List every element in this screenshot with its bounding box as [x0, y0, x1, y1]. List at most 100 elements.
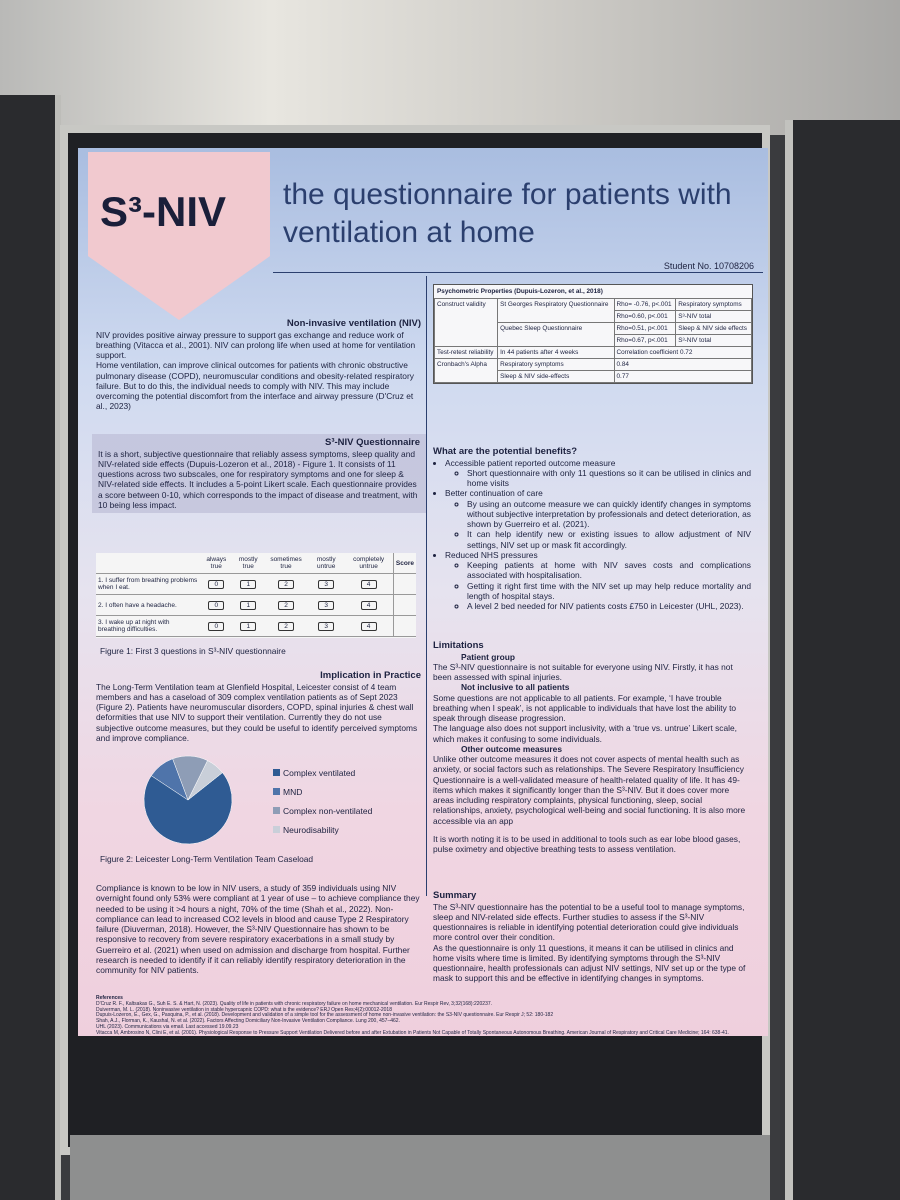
- option-box: 3: [318, 579, 335, 589]
- paragraph: NIV provides positive airway pressure to…: [96, 329, 416, 361]
- references-heading: References: [96, 995, 123, 1001]
- caption: Figure 2: Leicester Long-Term Ventilatio…: [100, 854, 314, 864]
- question: 2. I often have a headache.: [96, 594, 200, 616]
- questionnaire-section: S³-NIV Questionnaire It is a short, subj…: [92, 434, 426, 514]
- option-box: 4: [360, 579, 377, 589]
- section-heading: What are the potential benefits?: [433, 446, 578, 457]
- section-heading: Summary: [433, 890, 477, 901]
- sub-bullet: By using an outcome measure we can quick…: [467, 499, 751, 530]
- cell: 1: [232, 594, 264, 616]
- paragraph: It is a short, subjective questionnaire …: [98, 448, 418, 510]
- score-cell: [392, 615, 416, 637]
- logo-badge: [88, 152, 270, 320]
- sub-list: Short questionnaire with only 11 questio…: [445, 468, 751, 489]
- legend-swatch: [273, 826, 280, 833]
- cell: Test-retest reliability: [433, 346, 499, 359]
- paragraph: The S³-NIV questionnaire is not suitable…: [433, 661, 733, 683]
- option-box: 1: [240, 579, 257, 589]
- cell: Correlation coefficient 0.72: [613, 346, 752, 359]
- subheading: Patient group: [461, 651, 515, 662]
- legend-swatch: [273, 807, 280, 814]
- compliance-text: Compliance is known to be low in NIV use…: [96, 883, 420, 975]
- pie-slice: [143, 772, 233, 845]
- subheading: Not inclusive to all patients: [461, 682, 570, 693]
- legend-label: MND: [283, 787, 303, 797]
- summary-section: Summary The S³-NIV questionnaire has the…: [433, 890, 751, 984]
- limitations-section: Limitations Patient group The S³-NIV ques…: [433, 640, 751, 854]
- cell: Rho=0.51, p<.001: [613, 322, 677, 335]
- sub-list: Keeping patients at home with NIV saves …: [445, 560, 751, 611]
- cell: 0: [200, 594, 233, 616]
- score-cell: [392, 594, 416, 616]
- cell: 1: [232, 573, 264, 595]
- legend-entry: Complex non-ventilated: [273, 806, 372, 816]
- poster-title: the questionnaire for patients with vent…: [283, 178, 732, 249]
- option-box: 0: [208, 579, 225, 589]
- legend-entry: Neurodisability: [273, 825, 372, 835]
- question-row: 1. I suffer from breathing problems when…: [96, 573, 416, 595]
- paragraph: Unlike other outcome measures it does no…: [433, 754, 746, 826]
- poster: S³-NIV the questionnaire for patients wi…: [78, 148, 768, 1036]
- cell: Sleep & NIV side-effects: [497, 370, 615, 383]
- option-box: 3: [318, 621, 335, 631]
- sub-bullet: Getting it right first time with the NIV…: [467, 581, 751, 602]
- cell: [96, 553, 200, 574]
- question: 3. I wake up at night with breathing dif…: [96, 615, 200, 637]
- bullet-list: Accessible patient reported outcome meas…: [433, 458, 751, 612]
- paragraph: The language also does not support inclu…: [433, 723, 737, 744]
- student-number: Student No. 10708206: [663, 261, 754, 271]
- sub-bullet: Short questionnaire with only 11 questio…: [467, 468, 751, 489]
- legend-entry: MND: [273, 787, 372, 797]
- cell: Construct validity: [433, 298, 499, 347]
- option-box: 1: [240, 600, 257, 610]
- cell: 0: [200, 573, 233, 595]
- cell: S³-NIV total: [675, 310, 752, 323]
- board-base: [70, 1135, 770, 1200]
- reference: D'Cruz R. F., Kaltsakas G., Suh E. S. & …: [96, 1000, 493, 1007]
- cell: 1: [232, 615, 264, 637]
- section-heading: Limitations: [433, 640, 484, 651]
- side-board: [0, 95, 61, 1200]
- cell: Respiratory symptoms: [675, 298, 752, 311]
- legend: Complex ventilated MND Complex non-ventila…: [273, 768, 372, 844]
- paragraph: The Long-Term Ventilation team at Glenfi…: [96, 681, 418, 743]
- legend-swatch: [273, 788, 280, 795]
- cell: In 44 patients after 4 weeks: [497, 346, 615, 359]
- bullet: Reduced NHS pressuresKeeping patients at…: [445, 550, 751, 612]
- question-row: 2. I often have a headache. 0 1 2 3 4: [96, 594, 416, 616]
- side-board: [785, 120, 900, 1200]
- option-box: 4: [360, 600, 377, 610]
- paragraph: Home ventilation, can improve clinical o…: [96, 360, 414, 412]
- sub-bullet: It can help identify new or existing iss…: [467, 529, 751, 550]
- cell: Cronbach's Alpha: [433, 358, 499, 383]
- option-box: 3: [318, 600, 335, 610]
- implication-section: Implication in Practice The Long-Term Ve…: [96, 670, 421, 743]
- bullet: Accessible patient reported outcome meas…: [445, 458, 751, 489]
- legend-label: Complex ventilated: [283, 768, 356, 778]
- cell: Respiratory symptoms: [497, 358, 615, 371]
- reference: Dupuis-Lozeron, E., Gex, G., Pasquina, P…: [96, 1012, 554, 1019]
- logo: S³-NIV: [100, 188, 226, 235]
- bullet-text: Better continuation of care: [445, 488, 543, 499]
- cell: 0: [200, 615, 233, 637]
- paragraph: As the questionnaire is only 11 question…: [433, 942, 746, 984]
- cell: St Georges Respiratory Questionnaire: [497, 298, 615, 323]
- section-heading: S³-NIV Questionnaire: [324, 437, 420, 448]
- column-header: Score: [392, 553, 416, 574]
- section-heading: Implication in Practice: [320, 670, 421, 681]
- question-table: always true mostly true sometimes true most…: [96, 553, 416, 637]
- cell: Rho=0.67, p<.001: [613, 334, 677, 347]
- caption: Figure 1: First 3 questions in S³-NIV qu…: [100, 646, 286, 656]
- table: Construct validity St Georges Respiratory…: [433, 298, 752, 383]
- option-box: 0: [208, 600, 225, 610]
- header-row: always true mostly true sometimes true most…: [96, 553, 416, 574]
- cell: 3: [308, 615, 345, 637]
- psychometric-table: Psychometric Properties (Dupuis-Lozeron,…: [433, 284, 753, 384]
- column-header: always true: [200, 553, 233, 574]
- cell: 4: [344, 615, 394, 637]
- bullet-text: Accessible patient reported outcome meas…: [445, 457, 616, 468]
- cell: Rho=0.60, p<.001: [613, 310, 677, 323]
- cell: 4: [344, 573, 394, 595]
- legend-entry: Complex ventilated: [273, 768, 372, 778]
